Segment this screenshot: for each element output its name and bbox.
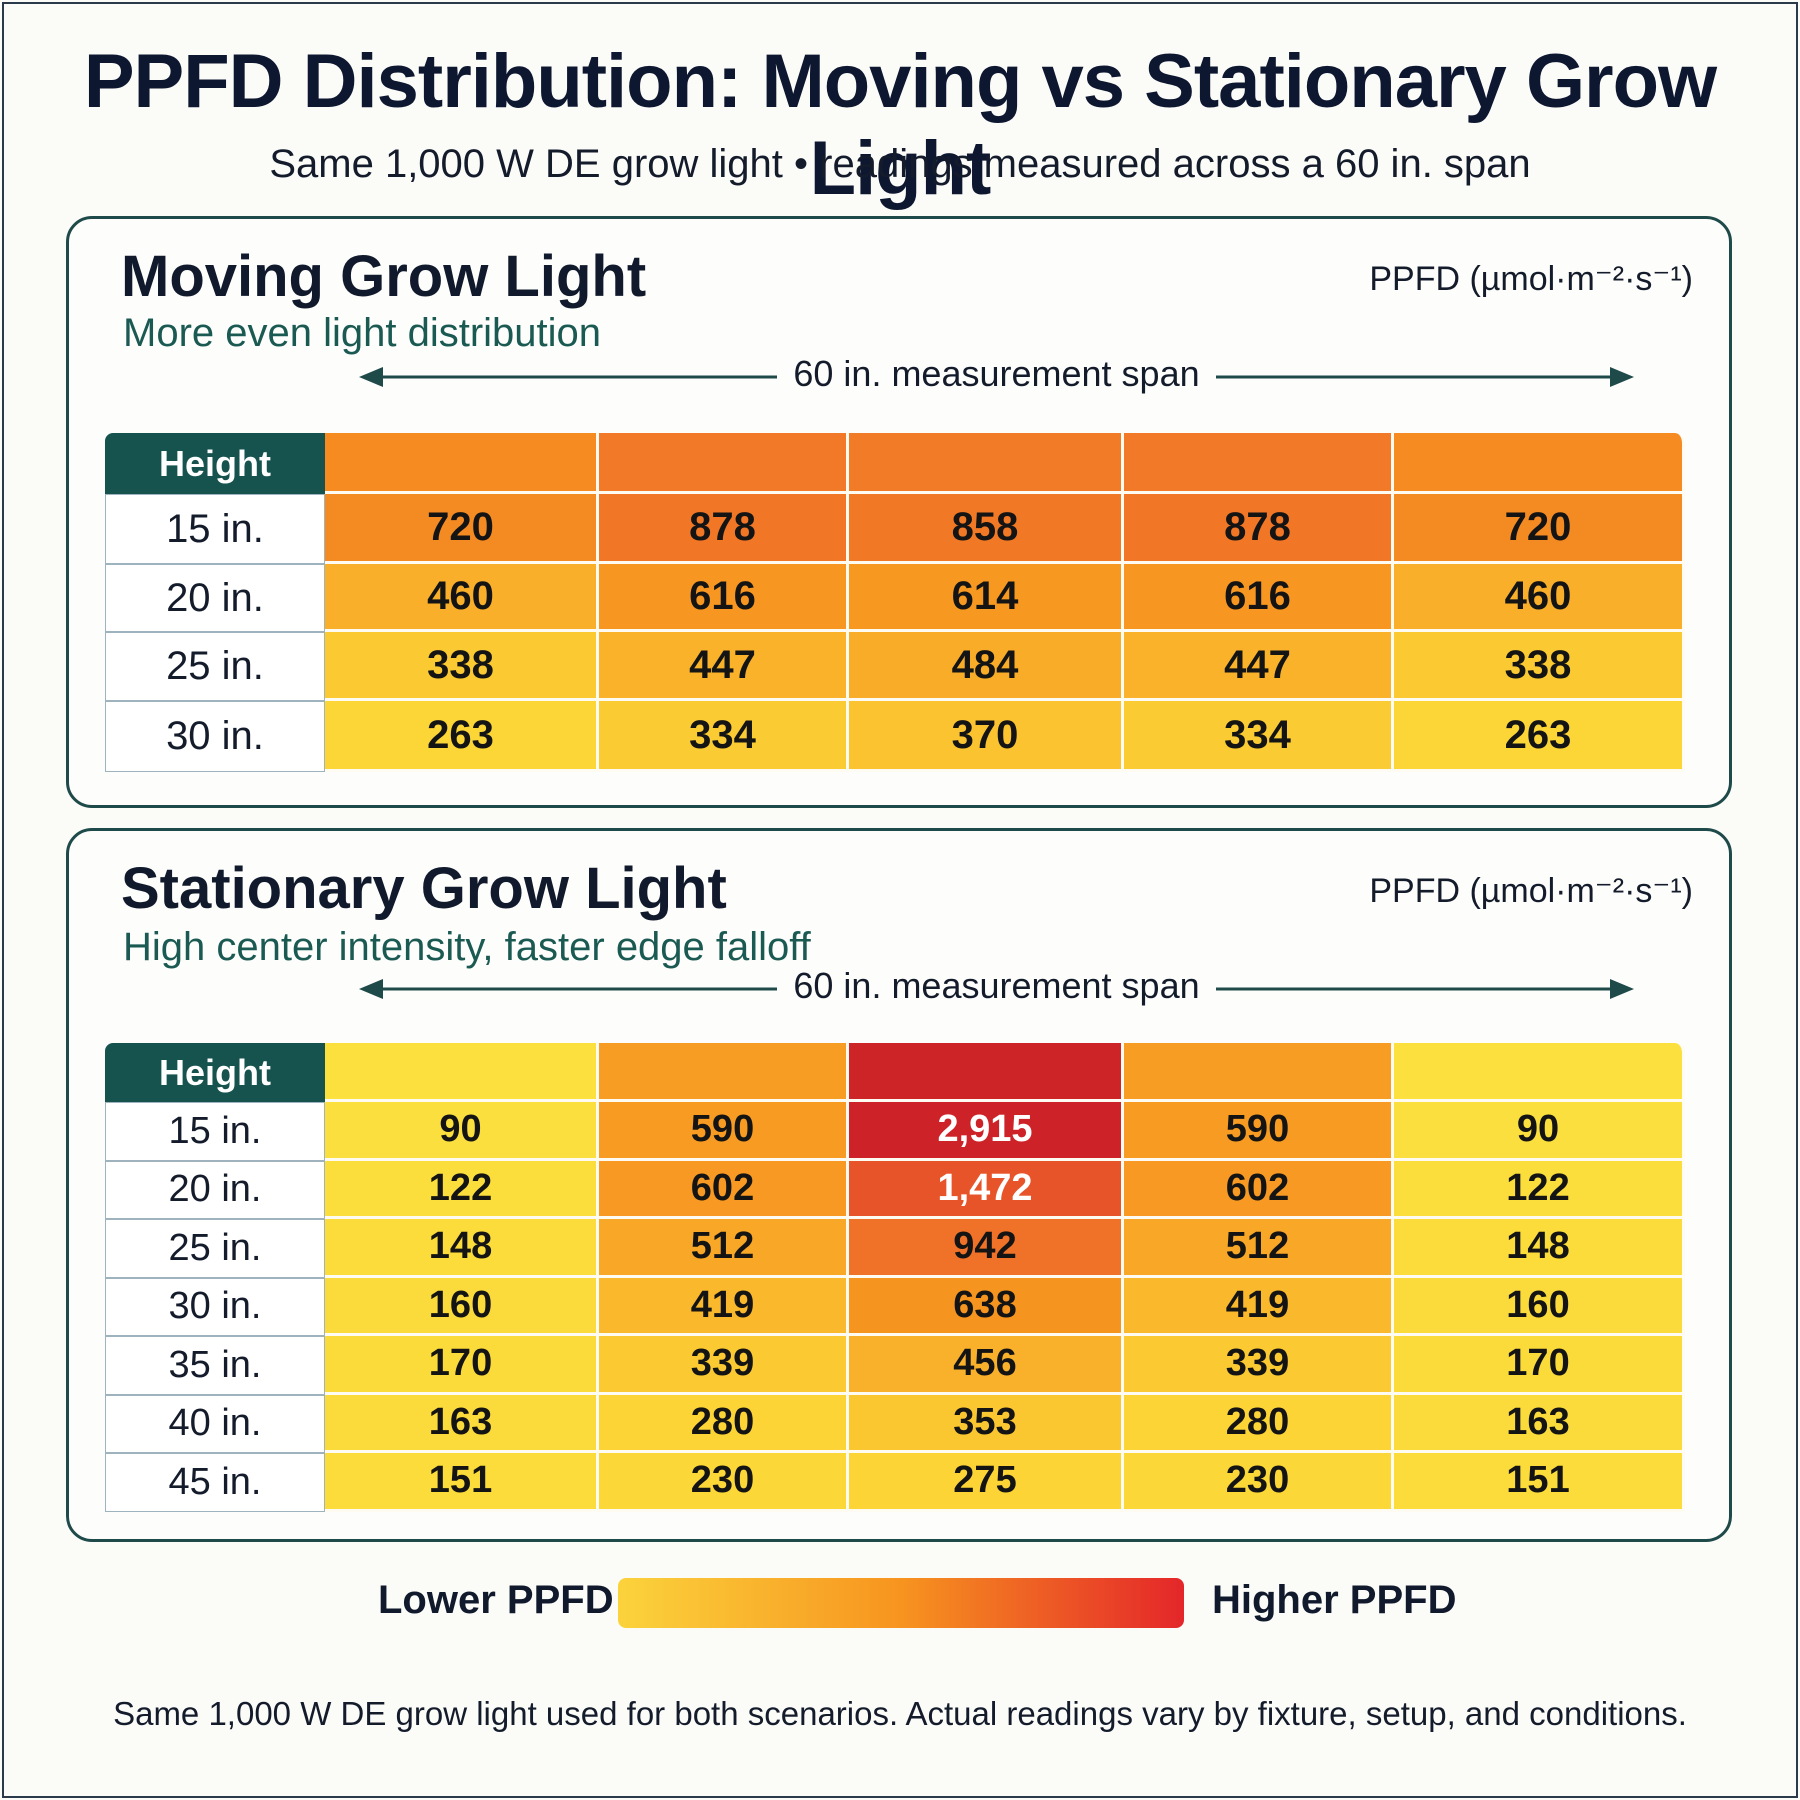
heatmap-cell: 447 <box>1124 632 1394 701</box>
height-label: 30 in. <box>105 1277 325 1336</box>
legend-low-label: Lower PPFD <box>378 1578 614 1622</box>
heatmap-cell: 163 <box>1394 1394 1685 1453</box>
panel-title: Stationary Grow Light <box>121 856 727 921</box>
height-header: Height <box>105 433 325 494</box>
span-indicator: 60 in. measurement span <box>359 349 1634 399</box>
heatmap-cell: 419 <box>1124 1277 1394 1336</box>
height-label: 30 in. <box>105 701 325 772</box>
heatmap-cell: 353 <box>849 1394 1124 1453</box>
heatmap-cell: 230 <box>599 1453 849 1512</box>
column-header-band <box>849 433 1124 494</box>
heatmap-cell: 602 <box>1124 1160 1394 1219</box>
height-label: 20 in. <box>105 1160 325 1219</box>
heatmap-cell: 334 <box>599 701 849 772</box>
panel-subtitle: High center intensity, faster edge fallo… <box>123 925 811 969</box>
heatmap-cell: 512 <box>599 1219 849 1278</box>
heatmap-cell: 1,472 <box>849 1160 1124 1219</box>
heatmap-cell: 370 <box>849 701 1124 772</box>
heatmap-cell: 590 <box>1124 1102 1394 1161</box>
span-indicator: 60 in. measurement span <box>359 961 1634 1011</box>
heatmap-cell: 460 <box>325 564 599 632</box>
span-label: 60 in. measurement span <box>777 965 1216 1006</box>
legend-gradient-bar <box>618 1578 1184 1628</box>
heatmap-cell: 90 <box>325 1102 599 1161</box>
heatmap-cell: 484 <box>849 632 1124 701</box>
column-header-band <box>1124 433 1394 494</box>
heatmap-cell: 638 <box>849 1277 1124 1336</box>
heatmap-cell: 263 <box>325 701 599 772</box>
heatmap-cell: 720 <box>325 494 599 564</box>
heatmap-cell: 122 <box>1394 1160 1685 1219</box>
height-label: 20 in. <box>105 564 325 632</box>
heatmap-cell: 148 <box>325 1219 599 1278</box>
height-label: 15 in. <box>105 494 325 564</box>
heatmap-cell: 339 <box>1124 1336 1394 1395</box>
column-header-band <box>1394 1043 1685 1102</box>
column-header-band <box>325 433 599 494</box>
heatmap-cell: 339 <box>599 1336 849 1395</box>
moving-heatmap: Height 15 in. 720 878 858 878 720 20 in. 460 616 6… <box>105 433 1695 772</box>
unit-label: PPFD (µmol·m⁻²·s⁻¹) <box>1369 260 1693 298</box>
heatmap-cell: 263 <box>1394 701 1685 772</box>
column-header-band <box>599 433 849 494</box>
legend-high-label: Higher PPFD <box>1212 1578 1457 1622</box>
page-subtitle: Same 1,000 W DE grow light • readings me… <box>269 142 1531 186</box>
column-header-band <box>599 1043 849 1102</box>
column-header-band <box>1124 1043 1394 1102</box>
heatmap-cell: 942 <box>849 1219 1124 1278</box>
heatmap-cell: 338 <box>325 632 599 701</box>
heatmap-cell: 280 <box>599 1394 849 1453</box>
heatmap-cell: 616 <box>599 564 849 632</box>
heatmap-cell: 720 <box>1394 494 1685 564</box>
span-label: 60 in. measurement span <box>777 353 1216 394</box>
heatmap-cell: 460 <box>1394 564 1685 632</box>
heatmap-cell: 858 <box>849 494 1124 564</box>
heatmap-cell: 614 <box>849 564 1124 632</box>
heatmap-cell: 878 <box>1124 494 1394 564</box>
heatmap-cell: 90 <box>1394 1102 1685 1161</box>
heatmap-cell: 878 <box>599 494 849 564</box>
height-label: 15 in. <box>105 1102 325 1161</box>
panel-subtitle: More even light distribution <box>123 311 602 355</box>
heatmap-cell: 160 <box>325 1277 599 1336</box>
heatmap-cell: 419 <box>599 1277 849 1336</box>
unit-label: PPFD (µmol·m⁻²·s⁻¹) <box>1369 872 1693 910</box>
heatmap-cell: 151 <box>1394 1453 1685 1512</box>
heatmap-cell: 160 <box>1394 1277 1685 1336</box>
moving-light-panel: Moving Grow Light More even light distri… <box>66 216 1732 808</box>
column-header-band <box>849 1043 1124 1102</box>
column-header-band <box>325 1043 599 1102</box>
heatmap-cell: 280 <box>1124 1394 1394 1453</box>
heatmap-cell: 616 <box>1124 564 1394 632</box>
heatmap-cell: 338 <box>1394 632 1685 701</box>
heatmap-cell: 334 <box>1124 701 1394 772</box>
heatmap-cell: 275 <box>849 1453 1124 1512</box>
page-title: PPFD Distribution: Moving vs Stationary … <box>83 39 1717 211</box>
height-label: 25 in. <box>105 1219 325 1278</box>
heatmap-cell: 122 <box>325 1160 599 1219</box>
heatmap-cell: 2,915 <box>849 1102 1124 1161</box>
heatmap-cell: 151 <box>325 1453 599 1512</box>
heatmap-cell: 163 <box>325 1394 599 1453</box>
stationary-light-panel: Stationary Grow Light High center intens… <box>66 828 1732 1542</box>
heatmap-cell: 447 <box>599 632 849 701</box>
heatmap-cell: 512 <box>1124 1219 1394 1278</box>
panel-title: Moving Grow Light <box>121 244 647 309</box>
height-label: 40 in. <box>105 1394 325 1453</box>
stationary-heatmap: Height 15 in. 90 590 2,915 590 90 20 in. 122 602 1… <box>105 1043 1695 1512</box>
height-header: Height <box>105 1043 325 1102</box>
heatmap-cell: 456 <box>849 1336 1124 1395</box>
height-label: 25 in. <box>105 632 325 701</box>
heatmap-cell: 148 <box>1394 1219 1685 1278</box>
heatmap-cell: 170 <box>325 1336 599 1395</box>
footnote: Same 1,000 W DE grow light used for both… <box>113 1695 1687 1732</box>
column-header-band <box>1394 433 1685 494</box>
height-label: 35 in. <box>105 1336 325 1395</box>
height-label: 45 in. <box>105 1453 325 1512</box>
heatmap-cell: 170 <box>1394 1336 1685 1395</box>
heatmap-cell: 590 <box>599 1102 849 1161</box>
heatmap-cell: 602 <box>599 1160 849 1219</box>
heatmap-cell: 230 <box>1124 1453 1394 1512</box>
